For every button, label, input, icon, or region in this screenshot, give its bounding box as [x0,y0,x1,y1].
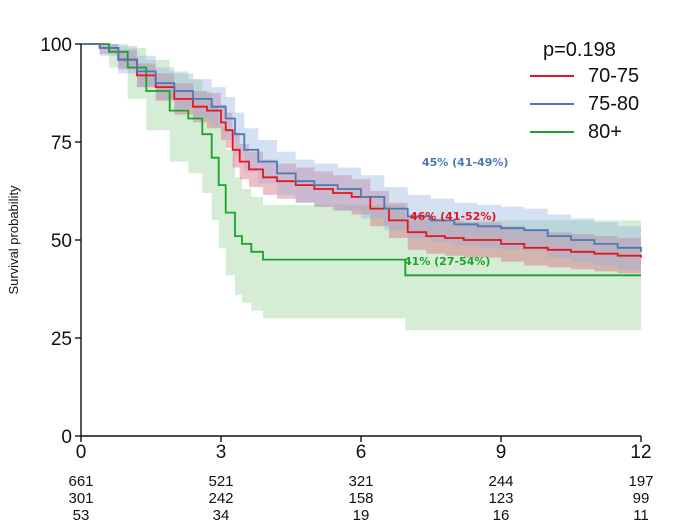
risk-count-80+-t3: 34 [213,507,230,524]
annotation-70-75: 46% (41-52%) [410,210,496,223]
y-tick-label-75: 75 [51,133,72,154]
risk-count-75-80-t6: 158 [348,490,373,507]
risk-count-75-80-t3: 242 [208,490,233,507]
risk-count-80+-t12: 11 [633,507,649,524]
risk-count-70-75-t6: 321 [348,473,373,490]
risk-count-70-75-t3: 521 [208,473,233,490]
legend-label-75-80: 75-80 [588,93,639,115]
legend-label-70-75: 70-75 [588,65,639,87]
ci-band-80+ [81,44,641,331]
risk-count-75-80-t0: 301 [68,490,93,507]
risk-count-70-75-t0: 661 [68,473,93,490]
axis-ticks: 0 25 50 75 100 0 3 6 9 12 [40,35,651,463]
legend: p=0.198 70-75 75-80 80+ [530,39,639,143]
x-tick-label-9: 9 [496,442,507,463]
annotation-80+: 41% (27-54%) [404,255,490,268]
annotation-75-80: 45% (41-49%) [422,156,508,169]
x-tick-label-12: 12 [630,442,651,463]
risk-count-75-80-t9: 123 [488,490,513,507]
risk-count-80+-t9: 16 [493,507,510,524]
y-tick-label-100: 100 [40,35,72,56]
y-tick-label-25: 25 [51,329,72,350]
survival-curves [81,43,642,277]
risk-count-80+-t0: 53 [73,507,90,524]
legend-label-80+: 80+ [588,121,622,143]
x-tick-label-0: 0 [76,442,87,463]
ci-band-75-80 [81,44,641,274]
risk-count-75-80-t12: 99 [633,490,650,507]
risk-count-70-75-t9: 244 [488,473,513,490]
risk-count-70-75-t12: 197 [628,473,653,490]
x-tick-label-3: 3 [216,442,227,463]
x-tick-label-6: 6 [356,442,367,463]
survival-curve-70-75 [81,43,642,258]
annotations: 46% (41-52%) 45% (41-49%) 41% (27-54%) [404,156,508,268]
survival-curve-80+ [81,43,641,277]
risk-table: 661 521 321 244 197 301 242 158 123 99 53 34 19 16 11 [68,473,653,524]
y-axis-title: Survival probability [6,185,21,295]
confidence-bands [81,44,641,331]
risk-count-80+-t6: 19 [353,507,370,524]
p-value-label: p=0.198 [543,39,616,61]
survival-curve-75-80 [81,43,642,252]
ci-band-70-75 [81,44,641,276]
y-tick-label-50: 50 [51,231,72,252]
y-tick-label-0: 0 [61,427,72,448]
